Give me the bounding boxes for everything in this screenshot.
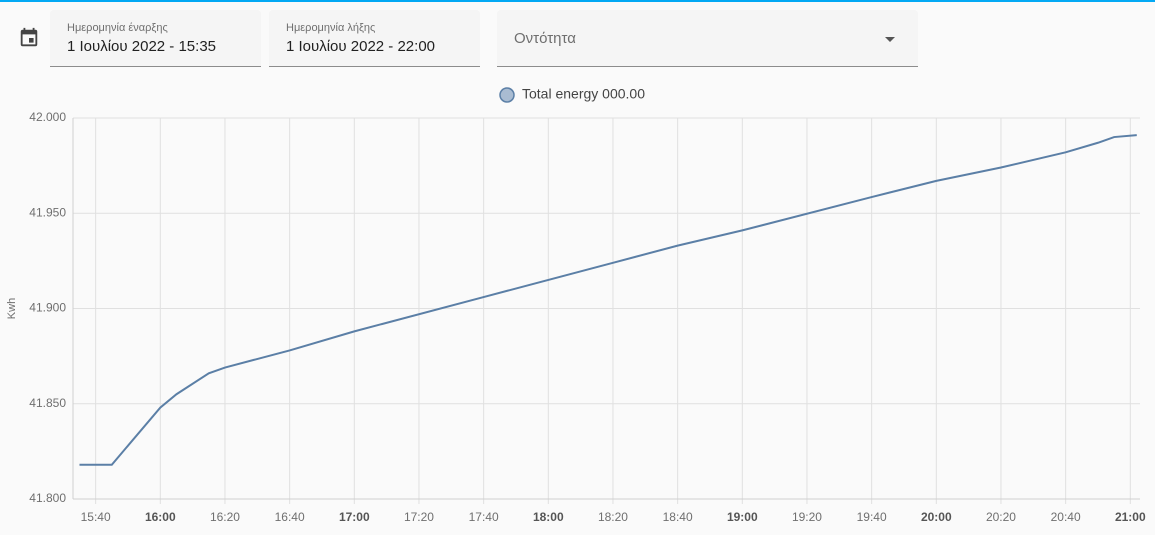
y-tick-label: 41.800 bbox=[29, 491, 66, 505]
data-line bbox=[79, 134, 1137, 466]
x-tick-label: 17:20 bbox=[404, 510, 434, 524]
calendar-icon[interactable] bbox=[18, 27, 40, 49]
x-tick-label: 16:00 bbox=[145, 510, 176, 524]
y-tick-label: 41.850 bbox=[29, 396, 66, 410]
x-tick-label: 20:20 bbox=[986, 510, 1016, 524]
top-bar bbox=[0, 0, 1155, 2]
x-tick-label: 16:40 bbox=[275, 510, 305, 524]
end-date-field[interactable]: Ημερομηνία λήξης 1 Ιουλίου 2022 - 22:00 bbox=[269, 10, 480, 67]
field-label: Ημερομηνία έναρξης bbox=[67, 22, 168, 34]
x-tick-label: 18:40 bbox=[663, 510, 693, 524]
legend-swatch bbox=[499, 87, 515, 103]
x-tick-label: 19:00 bbox=[727, 510, 758, 524]
x-tick-label: 15:40 bbox=[81, 510, 111, 524]
start-date-field[interactable]: Ημερομηνία έναρξης 1 Ιουλίου 2022 - 15:3… bbox=[50, 10, 261, 67]
field-value: 1 Ιουλίου 2022 - 22:00 bbox=[286, 38, 436, 55]
y-axis-title: Kwh bbox=[6, 298, 18, 319]
x-tick-label: 20:00 bbox=[921, 510, 952, 524]
chart: 41.800 41.850 41.900 41.950 42.000 15:40 16:00… bbox=[6, 86, 1146, 524]
x-tick-label: 17:00 bbox=[339, 510, 370, 524]
x-tick-label: 17:40 bbox=[469, 510, 499, 524]
x-tick-label: 20:40 bbox=[1051, 510, 1081, 524]
x-tick-label: 18:00 bbox=[533, 510, 564, 524]
x-tick-label: 19:40 bbox=[857, 510, 887, 524]
y-tick-label: 42.000 bbox=[29, 110, 66, 124]
y-tick-label: 41.900 bbox=[29, 301, 66, 315]
x-tick-label: 18:20 bbox=[598, 510, 628, 524]
dropdown-arrow bbox=[885, 37, 895, 42]
field-value: 1 Ιουλίου 2022 - 15:35 bbox=[67, 38, 217, 55]
x-tick-label: 16:20 bbox=[210, 510, 240, 524]
x-tick-label: 19:20 bbox=[792, 510, 822, 524]
field-placeholder: Οντότητα bbox=[514, 30, 576, 47]
legend-label: Total energy 000.00 bbox=[522, 86, 645, 102]
field-label: Ημερομηνία λήξης bbox=[286, 22, 376, 34]
y-tick-label: 41.950 bbox=[29, 205, 66, 219]
legend-item[interactable]: Total energy 000.00 bbox=[499, 86, 645, 103]
entity-select[interactable]: Οντότητα bbox=[497, 10, 918, 67]
x-tick-label: 21:00 bbox=[1115, 510, 1146, 524]
